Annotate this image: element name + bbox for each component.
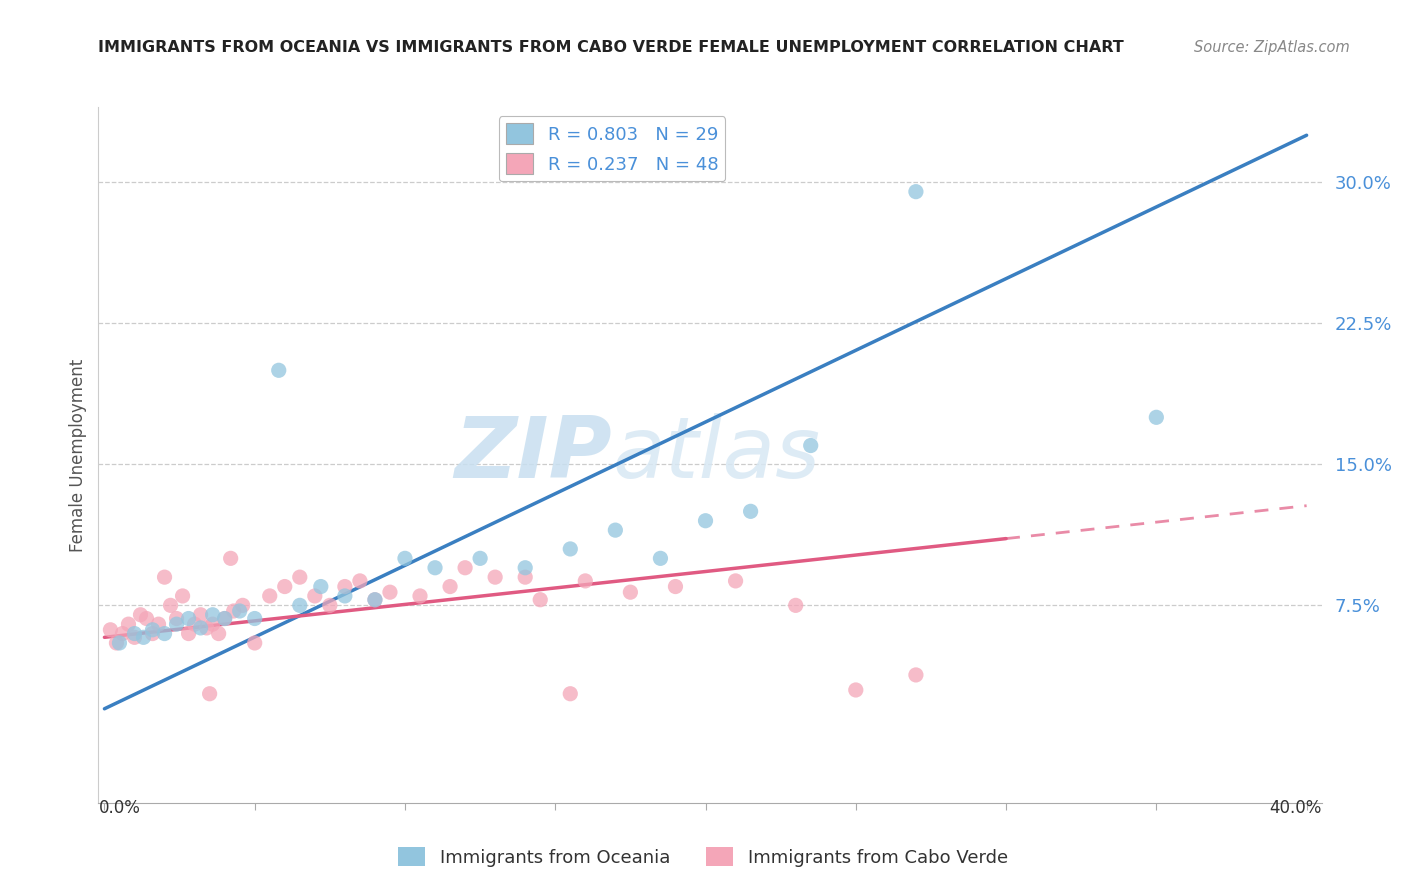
Point	[349, 574, 371, 588]
Point	[785, 599, 807, 613]
Point	[1144, 410, 1167, 425]
Point	[319, 599, 342, 613]
Point	[267, 363, 290, 377]
Point	[105, 636, 128, 650]
Point	[800, 438, 823, 452]
Point	[214, 611, 236, 625]
Point	[100, 623, 122, 637]
Point	[740, 504, 762, 518]
Point	[364, 592, 387, 607]
Point	[141, 626, 163, 640]
Point	[378, 585, 401, 599]
Point	[190, 621, 212, 635]
Legend: R = 0.803   N = 29, R = 0.237   N = 48: R = 0.803 N = 29, R = 0.237 N = 48	[499, 116, 725, 181]
Point	[605, 523, 627, 537]
Point	[515, 560, 537, 574]
Point	[214, 611, 236, 625]
Point	[304, 589, 326, 603]
Point	[141, 623, 163, 637]
Point	[560, 687, 582, 701]
Point	[288, 570, 311, 584]
Point	[124, 630, 146, 644]
Point	[333, 580, 356, 594]
Point	[904, 185, 927, 199]
Point	[724, 574, 747, 588]
Point	[529, 592, 551, 607]
Point	[259, 589, 281, 603]
Point	[650, 551, 672, 566]
Point	[364, 592, 387, 607]
Point	[232, 599, 254, 613]
Point	[195, 621, 218, 635]
Point	[129, 607, 152, 622]
Point	[560, 541, 582, 556]
Point	[135, 611, 157, 625]
Point	[201, 607, 224, 622]
Point	[274, 580, 297, 594]
Text: ZIP: ZIP	[454, 413, 612, 497]
Point	[228, 604, 250, 618]
Point	[664, 580, 686, 594]
Point	[166, 611, 188, 625]
Point	[423, 560, 446, 574]
Point	[177, 626, 200, 640]
Point	[333, 589, 356, 603]
Point	[695, 514, 717, 528]
Text: Source: ZipAtlas.com: Source: ZipAtlas.com	[1194, 40, 1350, 55]
Point	[243, 636, 266, 650]
Point	[394, 551, 416, 566]
Point	[159, 599, 181, 613]
Point	[409, 589, 432, 603]
Point	[166, 617, 188, 632]
Point	[619, 585, 641, 599]
Point	[201, 617, 224, 632]
Point	[153, 626, 176, 640]
Point	[222, 604, 245, 618]
Point	[845, 683, 868, 698]
Point	[108, 636, 131, 650]
Point	[172, 589, 194, 603]
Point	[484, 570, 506, 584]
Point	[439, 580, 461, 594]
Point	[468, 551, 491, 566]
Point	[574, 574, 596, 588]
Point	[124, 626, 146, 640]
Point	[190, 607, 212, 622]
Legend: Immigrants from Oceania, Immigrants from Cabo Verde: Immigrants from Oceania, Immigrants from…	[391, 840, 1015, 874]
Point	[219, 551, 242, 566]
Point	[243, 611, 266, 625]
Point	[288, 599, 311, 613]
Text: atlas: atlas	[612, 413, 820, 497]
Text: IMMIGRANTS FROM OCEANIA VS IMMIGRANTS FROM CABO VERDE FEMALE UNEMPLOYMENT CORREL: IMMIGRANTS FROM OCEANIA VS IMMIGRANTS FR…	[98, 40, 1125, 55]
Point	[153, 570, 176, 584]
Point	[208, 626, 231, 640]
Y-axis label: Female Unemployment: Female Unemployment	[69, 359, 87, 551]
Text: 40.0%: 40.0%	[1270, 799, 1322, 817]
Point	[117, 617, 139, 632]
Point	[309, 580, 332, 594]
Point	[132, 630, 155, 644]
Point	[183, 617, 205, 632]
Point	[454, 560, 477, 574]
Point	[148, 617, 170, 632]
Point	[515, 570, 537, 584]
Point	[904, 668, 927, 682]
Point	[198, 687, 221, 701]
Point	[177, 611, 200, 625]
Text: 0.0%: 0.0%	[98, 799, 141, 817]
Point	[111, 626, 134, 640]
